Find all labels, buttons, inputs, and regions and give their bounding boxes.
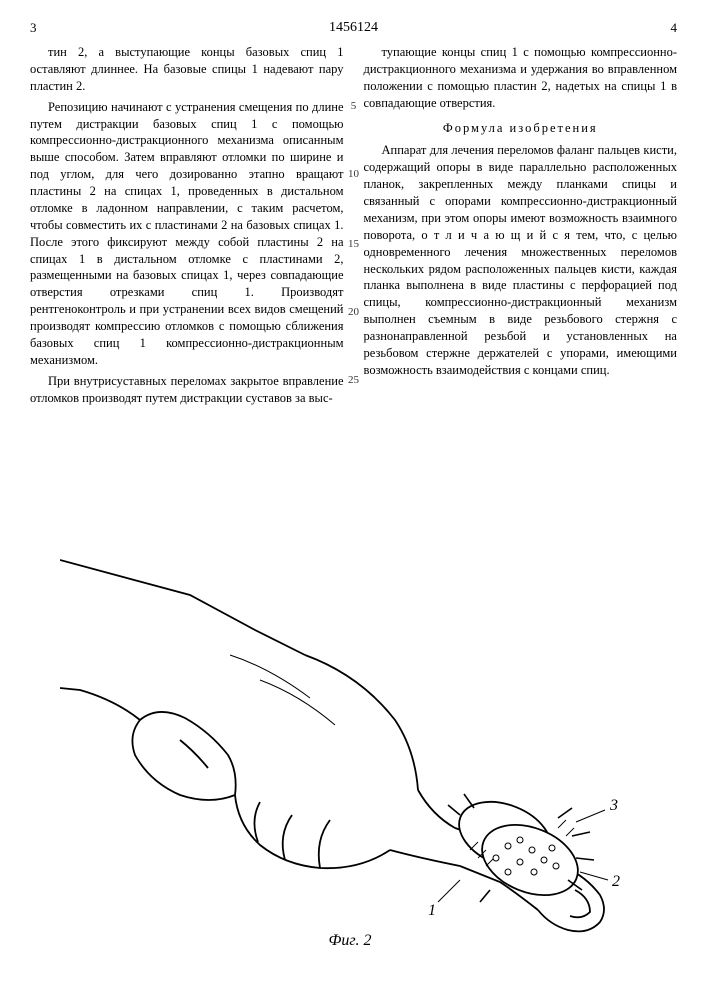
right-column: тупающие концы спиц 1 с помощью компресс…	[364, 44, 678, 410]
right-p2: Аппарат для лечения переломов фаланг пал…	[364, 142, 678, 378]
line-num-5: 5	[345, 100, 363, 112]
right-p1: тупающие концы спиц 1 с помощью компресс…	[364, 44, 678, 112]
device-drawing	[438, 789, 608, 908]
left-p1: тин 2, а выступающие концы базовых спиц …	[30, 44, 344, 95]
left-column: тин 2, а выступающие концы базовых спиц …	[30, 44, 344, 410]
line-num-25: 25	[345, 374, 363, 386]
left-p3: При внутрисуставных переломах закрытое в…	[30, 373, 344, 407]
line-num-15: 15	[345, 238, 363, 250]
callout-1: 1	[428, 902, 436, 919]
doc-number: 1456124	[304, 20, 404, 36]
text-columns: тин 2, а выступающие концы базовых спиц …	[30, 44, 677, 410]
figure-2: 1 2 3 Фиг. 2	[60, 540, 640, 960]
page-num-left: 3	[30, 20, 210, 36]
figure-label: Фиг. 2	[329, 932, 372, 950]
header-row: 3 1456124 4	[30, 20, 677, 36]
line-num-20: 20	[345, 306, 363, 318]
page-num-right: 4	[497, 20, 677, 36]
callout-2: 2	[612, 873, 620, 890]
figure-svg: 1 2 3	[60, 540, 640, 960]
callout-3: 3	[609, 797, 618, 814]
formula-title: Формула изобретения	[364, 120, 678, 137]
left-p2: Репозицию начинают с устранения смещения…	[30, 99, 344, 369]
line-num-10: 10	[345, 168, 363, 180]
